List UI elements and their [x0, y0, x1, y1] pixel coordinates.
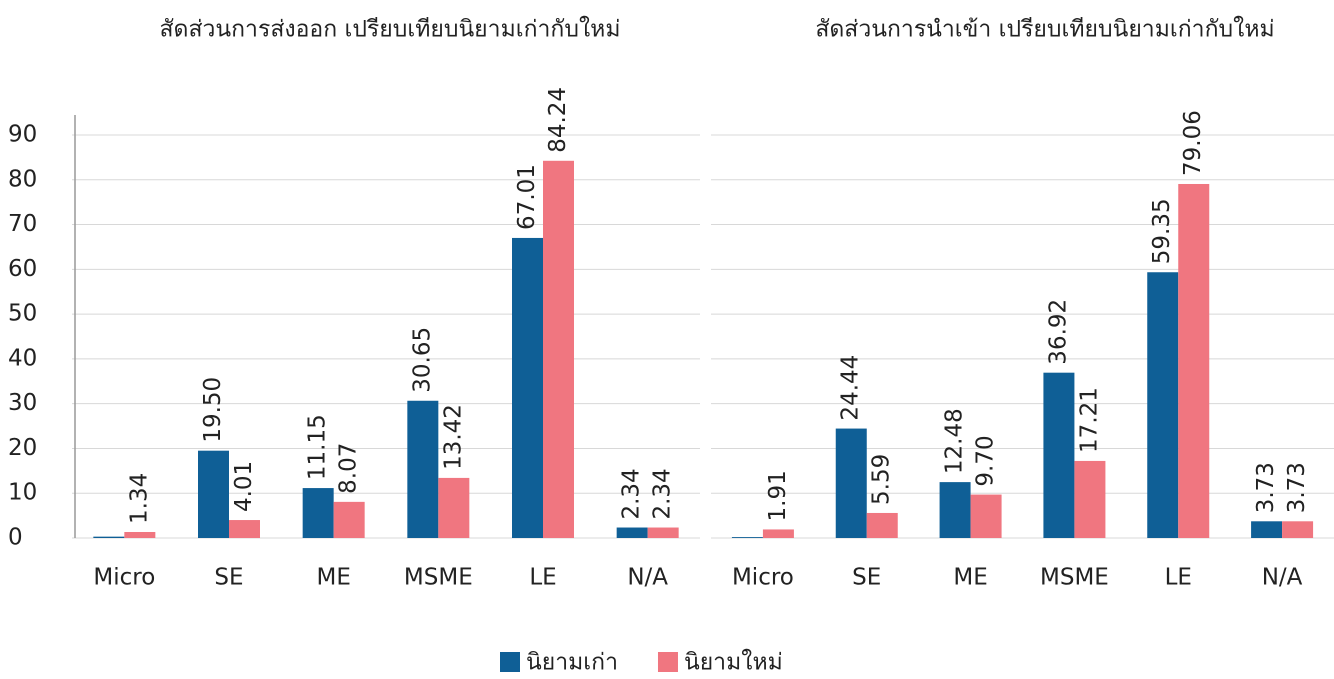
data-label: 1.91 — [765, 470, 791, 521]
legend-label: นิยามเก่า — [526, 650, 618, 676]
bar — [407, 400, 439, 538]
data-label: 84.24 — [545, 87, 571, 153]
legend-swatch — [500, 652, 520, 672]
x-tick-label: Micro — [93, 565, 155, 591]
data-label: 30.65 — [409, 327, 435, 393]
bar — [731, 537, 763, 538]
x-tick-label: LE — [1165, 565, 1192, 591]
bar — [1251, 521, 1283, 538]
x-tick-label: Micro — [732, 565, 794, 591]
data-label: 24.44 — [838, 355, 864, 421]
bar — [1043, 372, 1075, 538]
x-tick-label: N/A — [1262, 565, 1303, 591]
y-tick-label: 70 — [8, 211, 37, 237]
bar — [762, 529, 794, 538]
bar — [1147, 272, 1179, 538]
data-label: 13.42 — [440, 404, 466, 470]
y-tick-label: 20 — [8, 435, 37, 461]
bar — [124, 531, 156, 538]
chart-title: สัดส่วนการส่งออก เปรียบเทียบนิยามเก่ากับ… — [159, 16, 620, 43]
y-tick-label: 30 — [8, 390, 37, 416]
x-tick-label: MSME — [1040, 565, 1109, 591]
x-tick-label: SE — [852, 565, 881, 591]
bar — [866, 512, 898, 538]
y-tick-label: 60 — [8, 256, 37, 282]
data-label: 59.35 — [1149, 198, 1175, 264]
y-tick-label: 10 — [8, 480, 37, 506]
x-tick-label: MSME — [404, 565, 473, 591]
data-label: 3.73 — [1284, 462, 1310, 513]
y-tick-label: 50 — [8, 301, 37, 327]
data-label: 17.21 — [1076, 387, 1102, 453]
y-tick-label: 80 — [8, 166, 37, 192]
bar — [939, 482, 971, 538]
data-label: 8.07 — [336, 443, 362, 494]
data-label: 11.15 — [305, 414, 331, 480]
data-label: 5.59 — [869, 454, 895, 505]
data-label: 1.34 — [126, 473, 152, 524]
y-tick-label: 40 — [8, 345, 37, 371]
bar — [333, 501, 365, 538]
chart-title: สัดส่วนการนำเข้า เปรียบเทียบนิยามเก่ากับ… — [815, 16, 1274, 43]
legend-swatch — [657, 652, 678, 672]
x-tick-label: ME — [953, 565, 987, 591]
data-label: 36.92 — [1045, 299, 1071, 365]
bar — [543, 160, 574, 539]
y-tick-label: 90 — [8, 122, 37, 148]
bar — [229, 520, 260, 538]
bar — [835, 428, 867, 538]
y-tick-label: 0 — [8, 525, 23, 551]
bar — [512, 237, 543, 539]
data-label: 3.73 — [1253, 462, 1279, 513]
bar — [616, 527, 648, 538]
x-tick-label: SE — [214, 565, 243, 591]
data-label: 12.48 — [942, 408, 968, 474]
x-tick-label: LE — [529, 565, 556, 591]
bar — [302, 488, 334, 538]
bar — [198, 450, 229, 538]
data-label: 67.01 — [514, 164, 540, 230]
data-label: 19.50 — [200, 377, 226, 443]
data-label: 79.06 — [1180, 110, 1206, 176]
x-tick-label: ME — [316, 565, 350, 591]
bar — [1074, 460, 1106, 538]
legend-label: นิยามใหม่ — [684, 649, 783, 676]
bar — [438, 477, 470, 538]
data-label: 2.34 — [650, 468, 676, 519]
data-label: 2.34 — [619, 468, 645, 519]
data-label: 9.70 — [973, 435, 999, 486]
bar — [970, 494, 1002, 538]
bar — [1282, 521, 1314, 538]
x-tick-label: N/A — [627, 565, 668, 591]
bar — [647, 527, 679, 538]
bar — [93, 536, 125, 538]
bar — [1178, 183, 1210, 539]
data-label: 4.01 — [231, 461, 257, 512]
